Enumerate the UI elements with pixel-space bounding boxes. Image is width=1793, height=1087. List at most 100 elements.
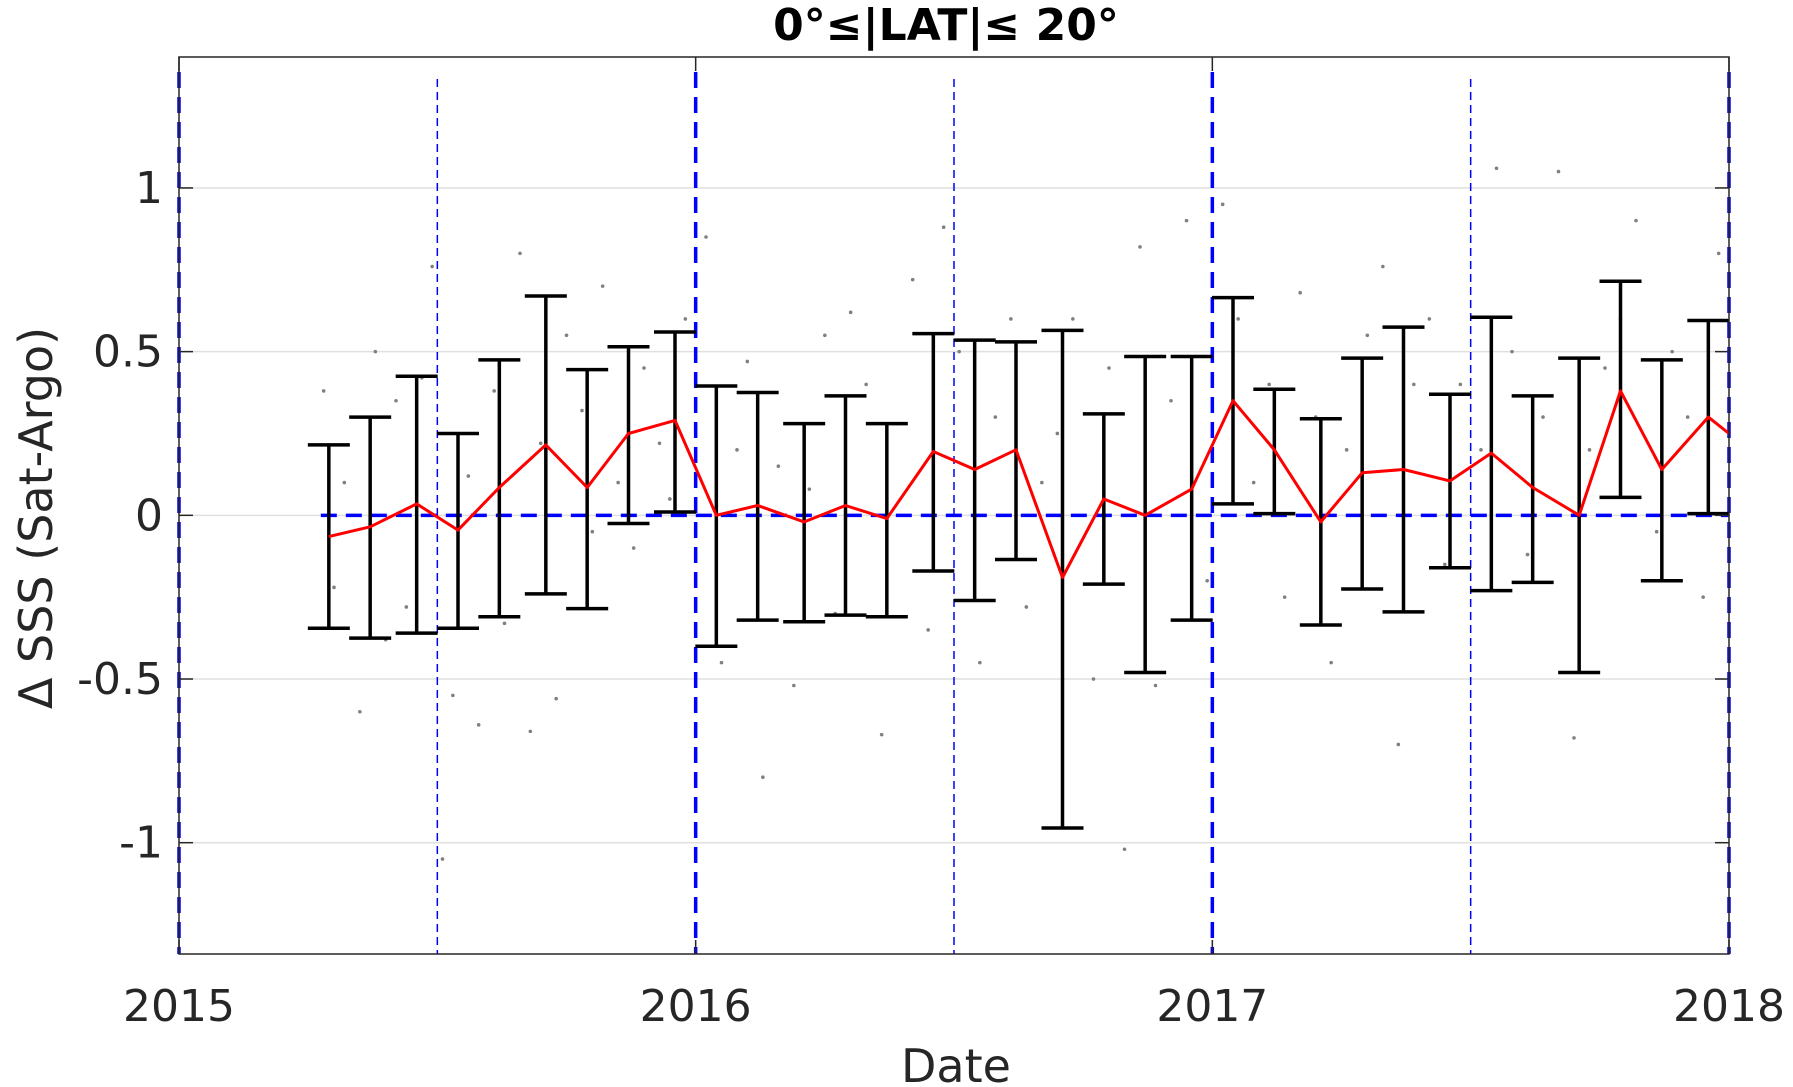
error-bar — [1041, 328, 1084, 830]
scatter-point — [683, 317, 688, 321]
scatter-point — [668, 497, 672, 501]
scatter-point — [394, 398, 398, 403]
scatter-point — [1251, 480, 1256, 485]
error-bar — [566, 367, 609, 611]
scatter-point — [1220, 202, 1225, 207]
scatter-point — [1009, 317, 1013, 321]
error-bar — [865, 421, 908, 619]
scatter-point — [926, 628, 930, 632]
scatter-point — [1494, 166, 1499, 171]
scatter-point — [518, 251, 522, 256]
scatter-point — [1541, 415, 1545, 419]
scatter-point — [957, 349, 961, 354]
scatter-point — [451, 693, 455, 698]
scatter-point — [1603, 366, 1607, 370]
scatter-point — [358, 709, 362, 714]
scatter-point — [657, 441, 662, 446]
y-tick-label: 0 — [135, 490, 163, 541]
scatter-point — [1055, 431, 1060, 436]
scatter-point — [1685, 415, 1690, 419]
scatter-point — [631, 546, 636, 550]
scatter-point — [476, 723, 481, 727]
x-axis-title: Date — [901, 1039, 1011, 1087]
scatter-point — [1091, 677, 1096, 681]
scatter-points — [321, 166, 1721, 861]
scatter-point — [1670, 349, 1674, 354]
scatter-point — [1122, 847, 1127, 852]
scatter-point — [1184, 218, 1189, 223]
x-tick-label: 2016 — [640, 981, 752, 1032]
scatter-point — [879, 732, 884, 737]
scatter-point — [978, 660, 982, 665]
scatter-point — [1443, 562, 1447, 567]
scatter-point — [440, 857, 445, 861]
scatter-point — [1344, 448, 1349, 452]
scatter-point — [1510, 349, 1514, 354]
x-tick-label: 2015 — [123, 981, 235, 1032]
scatter-point — [1654, 529, 1659, 534]
scatter-point — [848, 310, 853, 315]
scatter-point — [1040, 480, 1044, 485]
scatter-point — [580, 408, 584, 413]
scatter-point — [1701, 595, 1705, 599]
reference-lines — [177, 72, 1731, 954]
scatter-point — [807, 487, 812, 491]
scatter-point — [1153, 683, 1158, 688]
scatter-point — [1205, 578, 1209, 583]
mean-line-layer — [328, 389, 1730, 579]
scatter-point — [1024, 605, 1029, 609]
scatter-point — [430, 264, 434, 269]
scatter-point — [538, 441, 543, 446]
mean-line — [328, 389, 1730, 579]
scatter-point — [373, 349, 378, 354]
scatter-point — [1071, 317, 1075, 321]
scatter-point — [776, 464, 781, 469]
scatter-point — [528, 729, 533, 734]
scatter-point — [321, 389, 326, 393]
scatter-point — [404, 605, 409, 609]
y-tick-label: -0.5 — [77, 654, 163, 705]
scatter-point — [864, 382, 868, 387]
error-bars — [307, 279, 1730, 830]
x-tick-label: 2017 — [1156, 981, 1268, 1032]
tick-labels: 1 0.5 0 -0.5 -1 2015 2016 2017 2018 — [77, 163, 1785, 1032]
scatter-point — [1572, 736, 1576, 740]
scatter-point — [1525, 552, 1530, 557]
scatter-point — [590, 529, 595, 534]
scatter-point — [910, 277, 915, 282]
scatter-point — [1396, 742, 1401, 747]
y-axis-title: Δ SSS (Sat-Argo) — [9, 327, 63, 709]
axes — [178, 56, 1730, 955]
scatter-point — [642, 366, 646, 370]
scatter-point — [1107, 366, 1111, 370]
scatter-point — [704, 235, 708, 239]
scatter-point — [616, 480, 620, 485]
scatter-point — [1365, 333, 1370, 338]
scatter-point — [600, 284, 605, 288]
error-bar — [1599, 279, 1642, 500]
scatter-point — [332, 585, 336, 590]
scatter-point — [941, 225, 946, 230]
scatter-point — [1282, 595, 1287, 599]
scatter-point — [1427, 317, 1432, 321]
scatter-point — [1479, 448, 1483, 452]
scatter-point — [719, 660, 724, 665]
scatter-point — [1412, 382, 1416, 387]
scatter-point — [823, 333, 827, 338]
scatter-point — [554, 696, 558, 701]
scatter-point — [492, 389, 496, 393]
scatter-point — [1716, 251, 1721, 256]
y-tick-label: 0.5 — [93, 327, 163, 378]
axes-box — [178, 56, 1730, 955]
scatter-point — [735, 448, 739, 452]
scatter-point — [1587, 448, 1592, 452]
scatter-point — [761, 775, 765, 780]
scatter-point — [1267, 382, 1271, 387]
y-tick-label: -1 — [119, 818, 163, 869]
scatter-point — [1556, 169, 1561, 174]
y-tick-label: 1 — [135, 163, 163, 214]
x-tick-label: 2018 — [1673, 981, 1785, 1032]
scatter-point — [1298, 290, 1302, 295]
scatter-point — [792, 683, 796, 688]
